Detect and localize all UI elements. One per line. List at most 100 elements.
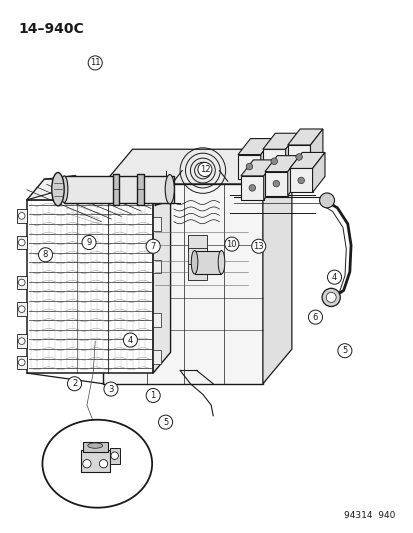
Polygon shape	[263, 160, 275, 200]
Polygon shape	[17, 276, 27, 289]
Polygon shape	[188, 248, 206, 264]
Text: 4: 4	[128, 336, 133, 344]
Ellipse shape	[191, 251, 197, 274]
Polygon shape	[112, 174, 119, 205]
Circle shape	[67, 377, 81, 391]
Ellipse shape	[218, 251, 224, 274]
Polygon shape	[17, 236, 27, 249]
Polygon shape	[153, 313, 161, 327]
Polygon shape	[237, 155, 260, 179]
Ellipse shape	[88, 443, 102, 448]
Ellipse shape	[42, 420, 152, 507]
Circle shape	[19, 306, 25, 312]
Circle shape	[199, 167, 206, 174]
Circle shape	[19, 279, 25, 286]
Text: 7: 7	[150, 242, 155, 251]
Ellipse shape	[60, 176, 68, 203]
Circle shape	[325, 293, 335, 302]
Polygon shape	[285, 133, 297, 173]
Polygon shape	[287, 129, 322, 145]
Polygon shape	[264, 156, 299, 172]
Polygon shape	[81, 450, 109, 472]
Polygon shape	[153, 179, 170, 373]
Circle shape	[19, 213, 25, 219]
Text: 10: 10	[226, 240, 237, 248]
Polygon shape	[262, 149, 291, 384]
Text: 11: 11	[90, 59, 100, 67]
Text: 2: 2	[72, 379, 77, 388]
Polygon shape	[153, 217, 161, 231]
Polygon shape	[153, 260, 161, 273]
Polygon shape	[188, 235, 206, 251]
Polygon shape	[103, 149, 291, 184]
Circle shape	[251, 239, 265, 253]
Text: 1: 1	[150, 391, 155, 400]
Text: 5: 5	[163, 418, 168, 426]
Polygon shape	[17, 302, 27, 316]
Polygon shape	[287, 156, 299, 196]
Circle shape	[99, 459, 107, 468]
Polygon shape	[237, 139, 273, 155]
Polygon shape	[27, 179, 170, 200]
Circle shape	[297, 177, 304, 184]
Polygon shape	[64, 176, 173, 203]
Polygon shape	[27, 200, 153, 373]
Circle shape	[111, 452, 118, 459]
Polygon shape	[312, 152, 324, 192]
Polygon shape	[194, 251, 221, 274]
Text: 94314  940: 94314 940	[343, 511, 394, 520]
Circle shape	[146, 389, 160, 402]
Circle shape	[146, 239, 160, 253]
Circle shape	[270, 158, 277, 165]
Circle shape	[19, 359, 25, 366]
Polygon shape	[264, 172, 287, 196]
Text: 3: 3	[108, 385, 113, 393]
Circle shape	[83, 459, 91, 468]
Polygon shape	[287, 145, 310, 169]
Polygon shape	[240, 160, 275, 176]
Polygon shape	[17, 334, 27, 348]
Polygon shape	[260, 139, 273, 179]
Circle shape	[337, 344, 351, 358]
Circle shape	[158, 415, 172, 429]
Ellipse shape	[52, 173, 64, 206]
Circle shape	[38, 248, 52, 262]
Polygon shape	[83, 442, 107, 452]
Text: 8: 8	[43, 251, 48, 259]
Circle shape	[19, 239, 25, 246]
Polygon shape	[289, 168, 312, 192]
Polygon shape	[17, 356, 27, 369]
Circle shape	[295, 154, 301, 160]
Circle shape	[245, 163, 252, 170]
Polygon shape	[114, 205, 140, 272]
Text: 14–940C: 14–940C	[18, 22, 83, 36]
Text: 4: 4	[331, 273, 336, 281]
Polygon shape	[109, 448, 120, 464]
Text: 13: 13	[253, 242, 263, 251]
Polygon shape	[17, 209, 27, 223]
Circle shape	[321, 288, 339, 306]
Text: 9: 9	[86, 238, 91, 247]
Circle shape	[308, 310, 322, 324]
Circle shape	[123, 333, 137, 347]
Polygon shape	[262, 149, 285, 173]
Text: 12: 12	[199, 165, 210, 174]
Circle shape	[82, 236, 96, 249]
Circle shape	[224, 237, 238, 251]
Circle shape	[19, 338, 25, 344]
Ellipse shape	[165, 175, 174, 204]
Text: 5: 5	[342, 346, 347, 355]
Polygon shape	[240, 176, 263, 200]
Circle shape	[104, 382, 118, 396]
Polygon shape	[153, 350, 161, 364]
Circle shape	[88, 56, 102, 70]
Polygon shape	[289, 152, 324, 168]
Polygon shape	[109, 200, 145, 277]
Circle shape	[319, 193, 334, 208]
Polygon shape	[262, 133, 297, 149]
Polygon shape	[310, 129, 322, 169]
Circle shape	[327, 270, 341, 284]
Polygon shape	[188, 264, 206, 280]
Circle shape	[272, 180, 279, 187]
Polygon shape	[103, 184, 262, 384]
